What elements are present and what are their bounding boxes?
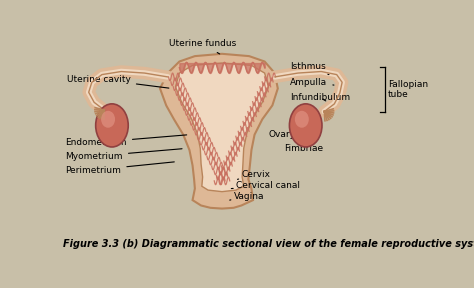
Text: Fallopian
tube: Fallopian tube <box>388 79 428 99</box>
Text: Cervical canal: Cervical canal <box>231 181 300 190</box>
Text: Perimetrium: Perimetrium <box>65 162 174 175</box>
Text: Myometrium: Myometrium <box>65 149 182 161</box>
Text: Endometrium: Endometrium <box>65 135 187 147</box>
Text: Ampulla: Ampulla <box>290 78 334 87</box>
Text: Isthmus: Isthmus <box>290 62 329 75</box>
Polygon shape <box>175 63 268 192</box>
Ellipse shape <box>96 104 128 147</box>
Text: Ovary: Ovary <box>268 125 295 139</box>
Text: Figure 3.3 (b) Diagrammatic sectional view of the female reproductive system: Figure 3.3 (b) Diagrammatic sectional vi… <box>63 239 474 249</box>
Ellipse shape <box>290 104 322 147</box>
Polygon shape <box>160 54 278 209</box>
Text: Infundibulum: Infundibulum <box>290 93 350 102</box>
Ellipse shape <box>101 111 115 128</box>
Text: Uterine cavity: Uterine cavity <box>67 75 169 88</box>
Text: Uterine fundus: Uterine fundus <box>169 39 236 54</box>
Text: Fimbriae: Fimbriae <box>284 120 323 153</box>
Text: Cervix: Cervix <box>237 170 270 179</box>
Ellipse shape <box>295 111 309 128</box>
Text: Vagina: Vagina <box>230 192 264 201</box>
